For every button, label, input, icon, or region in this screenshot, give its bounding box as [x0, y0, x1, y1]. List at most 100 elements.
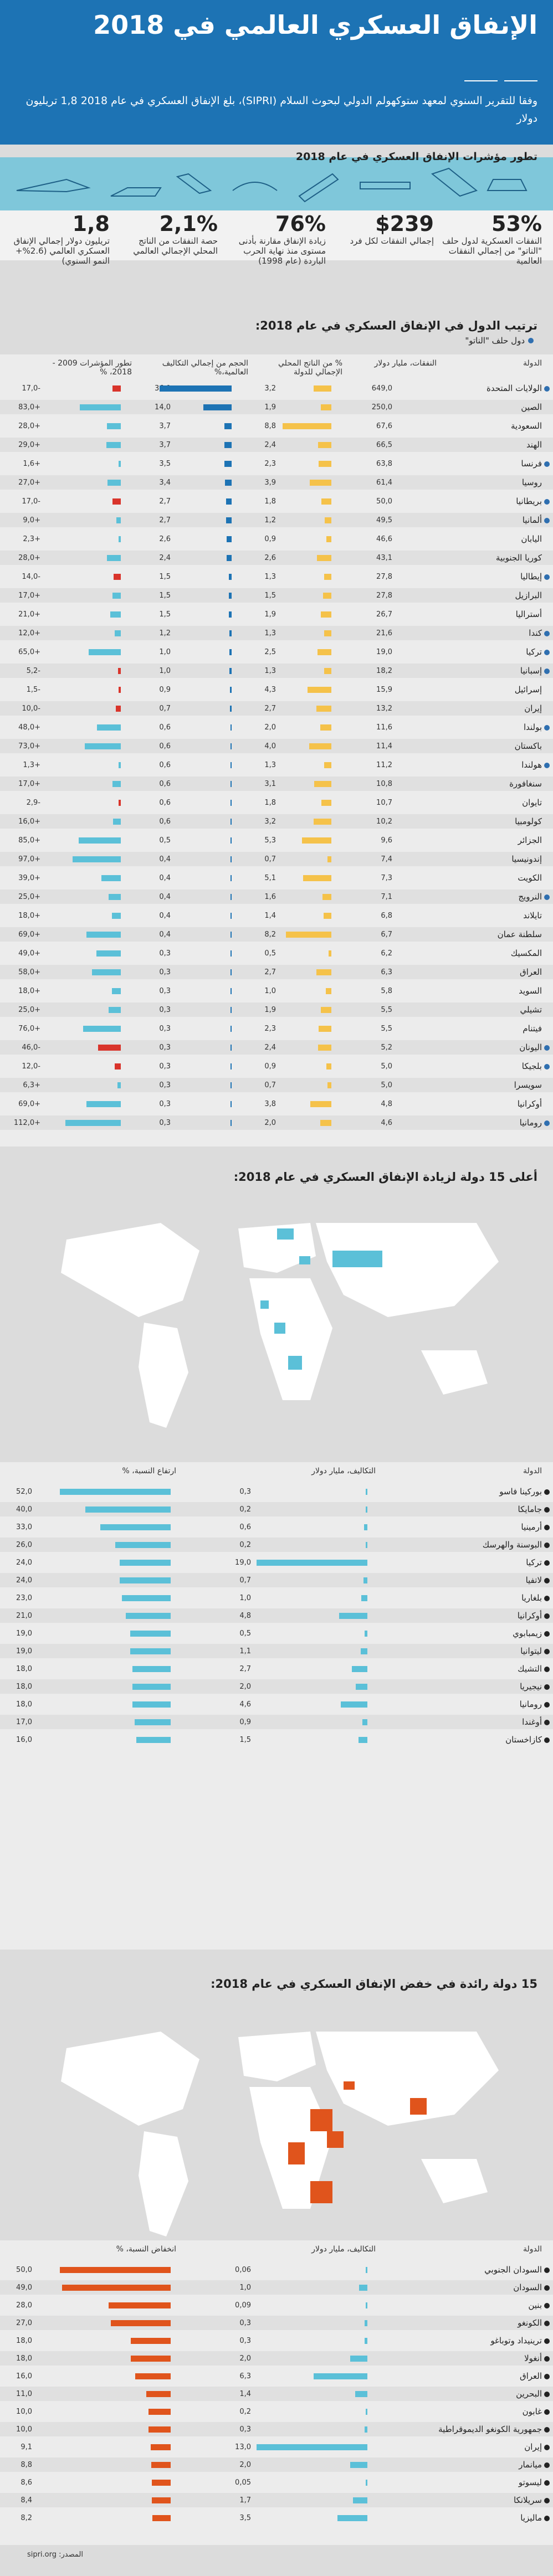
gdp-bar	[317, 555, 331, 561]
gdp-bar	[316, 706, 331, 712]
world-bar	[231, 1101, 232, 1107]
change-bar	[119, 536, 121, 542]
cost-bar	[352, 1666, 367, 1672]
world-value: 1,5	[159, 610, 171, 619]
change-bar	[112, 385, 121, 392]
gdp-bar	[310, 1101, 331, 1107]
spend-value: 10,2	[376, 817, 392, 826]
country-name: تركيا	[526, 1557, 542, 1567]
gdp-value: 2,4	[264, 441, 276, 449]
pct-bar	[130, 1631, 171, 1637]
country-name: تركيا	[526, 647, 542, 657]
gdp-bar	[314, 781, 331, 787]
country-name: اليابان	[521, 534, 542, 544]
pct-value: 19,0	[16, 1647, 32, 1655]
world-value: 0,3	[159, 987, 171, 995]
table-row: ليسوتو 0,05 8,6	[0, 2475, 553, 2490]
country-name: كازاخستان	[505, 1735, 542, 1745]
pct-value: 18,0	[16, 2337, 32, 2345]
pct-bar	[130, 1648, 171, 1654]
gdp-value: 1,9	[264, 610, 276, 619]
cost-value: 4,8	[239, 1612, 251, 1620]
col-world-share: الحجم من إجمالي التكاليف العالمية،%	[162, 359, 248, 377]
country-name: السعودية	[510, 421, 542, 431]
col-increase: ارتفاع النسبة، %	[122, 1467, 176, 1475]
pct-bar	[131, 2338, 171, 2344]
country-name: رومانيا	[519, 1699, 542, 1709]
world-value: 0,4	[159, 874, 171, 882]
pct-value: 8,4	[21, 2496, 32, 2505]
increase-title: أعلى 15 دولة لزيادة الإنفاق العسكري في ع…	[233, 1170, 537, 1184]
cost-bar	[366, 1542, 367, 1548]
spend-value: 9,6	[381, 836, 392, 845]
cost-value: 2,7	[239, 1665, 251, 1673]
table-row: ماليزيا 3,5 8,2	[0, 2511, 553, 2525]
cost-bar	[363, 1577, 367, 1583]
col-cost: التكاليف، مليار دولار	[311, 2245, 376, 2254]
pct-value: 50,0	[16, 2266, 32, 2274]
rank-dot	[544, 2392, 550, 2397]
world-value: 0,6	[159, 761, 171, 769]
nato-dot	[544, 894, 550, 900]
table-row: أوكرانيا 4,8 3,8 0,3 +69,0	[0, 1097, 553, 1111]
change-value: +49,0	[18, 949, 40, 958]
gdp-value: 3,8	[264, 1100, 276, 1108]
rank-dot	[544, 1649, 550, 1654]
gdp-value: 8,8	[264, 422, 276, 430]
world-value: 3,7	[159, 441, 171, 449]
gdp-bar	[318, 442, 331, 448]
spend-value: 649,0	[371, 384, 392, 393]
world-bar	[231, 837, 232, 844]
spend-value: 63,8	[376, 460, 392, 468]
landmass	[139, 1323, 188, 1428]
change-bar	[119, 461, 121, 467]
pct-value: 24,0	[16, 1559, 32, 1567]
country-name: التشيك	[518, 1664, 542, 1674]
gdp-value: 2,4	[264, 1043, 276, 1052]
highlighted-country	[332, 1251, 382, 1267]
country-name: زيمبابوي	[513, 1628, 542, 1638]
cost-value: 4,6	[239, 1700, 251, 1709]
country-name: باكستان	[514, 741, 542, 751]
spend-value: 6,2	[381, 949, 392, 958]
gdp-value: 1,9	[264, 1006, 276, 1014]
spend-value: 10,8	[376, 780, 392, 788]
country-name: كولومبيا	[515, 816, 542, 826]
table-row: جامايكا 0,2 40,0	[0, 1502, 553, 1516]
change-bar	[112, 498, 121, 505]
table-row: كازاخستان 1,5 16,0	[0, 1732, 553, 1747]
table-row: رومانيا 4,6 18,0	[0, 1697, 553, 1711]
rank-dot	[544, 1702, 550, 1708]
cost-value: 1,4	[239, 2390, 251, 2398]
change-bar	[83, 1026, 121, 1032]
table-row: تايوان 10,7 1,8 0,6 -2,9	[0, 795, 553, 810]
indicators-title: تطور مؤشرات الإنفاق العسكري في عام 2018	[295, 151, 537, 163]
country-name: المكسيك	[510, 948, 542, 958]
gdp-bar	[320, 1120, 331, 1126]
world-bar	[231, 1082, 232, 1088]
country-name: إيران	[524, 2442, 542, 2452]
rank-dot	[544, 1560, 550, 1566]
world-value: 0,3	[159, 1081, 171, 1089]
spend-value: 67,6	[376, 422, 392, 430]
table-row: السودان 1,0 49,0	[0, 2280, 553, 2295]
cost-bar	[257, 1560, 367, 1566]
pct-bar	[109, 2302, 171, 2308]
spend-value: 4,8	[381, 1100, 392, 1108]
country-name: العراق	[519, 2371, 542, 2381]
change-value: +9,0	[23, 516, 40, 525]
country-name: فرنسا	[521, 459, 542, 469]
change-value: +25,0	[18, 1006, 40, 1014]
col-country: الدولة	[523, 359, 542, 368]
nato-dot	[544, 669, 550, 674]
pct-bar	[132, 1701, 171, 1708]
gdp-value: 2,6	[264, 554, 276, 562]
world-bar	[226, 498, 232, 505]
cost-value: 1,5	[239, 1736, 251, 1744]
change-bar	[116, 706, 121, 712]
world-bar	[160, 385, 232, 392]
pct-bar	[132, 1684, 171, 1690]
country-name: سلطنة عمان	[497, 929, 542, 939]
world-bar	[231, 856, 232, 862]
highlighted-country	[327, 2131, 344, 2148]
